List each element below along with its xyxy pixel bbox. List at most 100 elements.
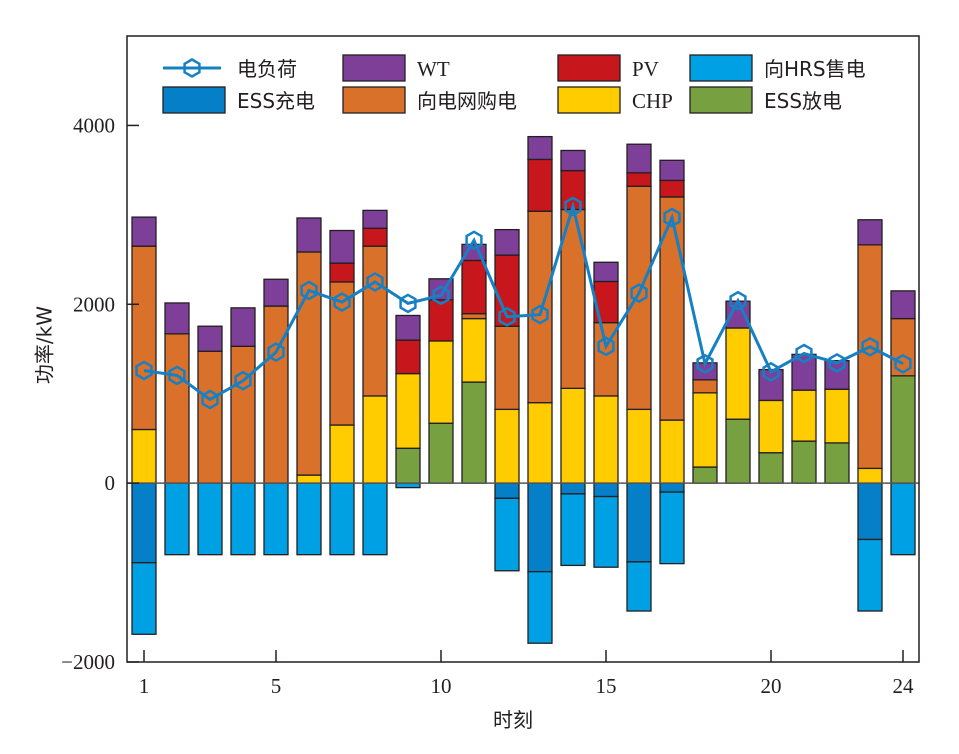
bar-segment-pv xyxy=(461,259,487,315)
x-tick-label: 1 xyxy=(139,674,150,698)
load-marker xyxy=(597,336,615,357)
legend-item-wt: WT xyxy=(342,54,450,82)
bar-segment-ess-discharge xyxy=(791,440,817,484)
y-tick-label: 4000 xyxy=(73,113,115,137)
bar-segment-ess-charge xyxy=(131,482,157,564)
load-marker xyxy=(861,336,879,357)
bar-segment-grid-buy xyxy=(362,245,388,397)
bar-segment-hrs-sell xyxy=(296,482,322,556)
legend-swatch xyxy=(557,54,621,82)
legend-swatch xyxy=(342,86,406,114)
x-tick-label: 10 xyxy=(431,674,452,698)
bar-segment-chp xyxy=(527,402,553,484)
bar-segment-pv xyxy=(395,339,421,375)
bar-segment-ess-charge xyxy=(857,482,883,541)
bar-segment-pv xyxy=(362,227,388,247)
bar-segment-pv xyxy=(329,262,355,283)
legend-label: PV xyxy=(632,57,659,81)
legend-item-grid-buy: 向电网购电 xyxy=(342,86,517,114)
bar-segment-chp xyxy=(560,387,586,484)
bar-segment-wt xyxy=(230,307,256,347)
load-marker xyxy=(762,361,780,382)
load-marker xyxy=(168,365,186,386)
bar-segment-ess-discharge xyxy=(395,447,421,484)
bar-segment-wt xyxy=(527,135,553,161)
legend-item-chp: CHP xyxy=(557,86,673,114)
legend-swatch xyxy=(342,54,406,82)
legend-label: 向HRS售电 xyxy=(764,57,866,81)
bar-segment-chp xyxy=(659,419,685,484)
bar-segment-hrs-sell xyxy=(164,482,190,556)
bar-segment-hrs-sell xyxy=(329,482,355,556)
bar-segment-grid-buy xyxy=(164,333,190,484)
y-tick-label: 2000 xyxy=(73,292,115,316)
bar-segment-wt xyxy=(560,149,586,172)
bar-segment-grid-buy xyxy=(230,345,256,484)
bar-segment-wt xyxy=(659,159,685,182)
bar-segment-chp xyxy=(791,389,817,442)
bar-segment-wt xyxy=(626,143,652,174)
bar-segment-pv xyxy=(428,299,454,342)
legend-item-ess-discharge: ESS放电 xyxy=(689,86,842,114)
legend-label: WT xyxy=(417,57,450,81)
bar-segment-chp xyxy=(758,399,784,454)
load-marker xyxy=(234,370,252,391)
bar-segment-ess-discharge xyxy=(725,418,751,484)
bar-segment-grid-buy xyxy=(197,350,223,484)
plot-frame xyxy=(126,35,920,663)
x-tick-label: 24 xyxy=(893,674,915,698)
bar-segment-chp xyxy=(725,327,751,420)
bar-segment-wt xyxy=(131,216,157,247)
bar-segment-hrs-sell xyxy=(890,482,916,556)
bar-segment-chp xyxy=(593,395,619,484)
load-marker xyxy=(729,290,747,311)
load-marker xyxy=(630,283,648,304)
bar-segment-wt xyxy=(791,353,817,391)
legend-item-load: 电负荷 xyxy=(163,57,297,81)
bar-segment-chp xyxy=(857,467,883,484)
bar-segment-hrs-sell xyxy=(230,482,256,556)
bar-segment-chp xyxy=(296,474,322,484)
bar-segment-wt xyxy=(395,314,421,341)
bar-segment-pv xyxy=(527,158,553,212)
load-marker xyxy=(828,352,846,373)
bar-segment-chp xyxy=(362,395,388,484)
load-marker xyxy=(465,230,483,251)
bar-segment-chp xyxy=(626,408,652,484)
legend-hexagon-marker-icon xyxy=(183,58,201,78)
load-marker xyxy=(531,304,549,325)
bar-segment-wt xyxy=(890,290,916,320)
legend-label: 电负荷 xyxy=(237,57,297,81)
bar-segment-hrs-sell xyxy=(494,497,520,572)
load-line xyxy=(143,200,904,402)
legend-item-pv: PV xyxy=(557,54,659,82)
bar-segment-pv xyxy=(626,172,652,187)
bar-segment-ess-charge xyxy=(494,482,520,499)
bar-segment-hrs-sell xyxy=(659,491,685,565)
load-marker xyxy=(795,343,813,364)
bar-segment-wt xyxy=(593,261,619,283)
legend-label: ESS充电 xyxy=(237,89,315,113)
legend-label: ESS放电 xyxy=(764,89,842,113)
bar-segment-ess-charge xyxy=(527,482,553,573)
load-marker xyxy=(201,389,219,410)
y-tick-label: −2000 xyxy=(61,650,115,674)
legend-item-ess-charge: ESS充电 xyxy=(162,86,315,114)
bar-segment-wt xyxy=(362,209,388,229)
bar-segment-ess-discharge xyxy=(428,422,454,484)
legend-swatch xyxy=(557,86,621,114)
bar-segment-grid-buy xyxy=(461,313,487,320)
bar-segment-grid-buy xyxy=(131,245,157,431)
bar-segment-ess-discharge xyxy=(890,375,916,484)
bar-segment-grid-buy xyxy=(659,196,685,421)
bar-segment-wt xyxy=(197,325,223,352)
x-tick-label: 15 xyxy=(596,674,617,698)
bar-segment-hrs-sell xyxy=(560,493,586,567)
load-marker xyxy=(498,306,516,327)
legend-swatch xyxy=(689,54,753,82)
load-marker xyxy=(432,285,450,306)
x-axis-title: 时刻 xyxy=(493,708,533,732)
bar-segment-wt xyxy=(857,219,883,246)
bar-segment-hrs-sell xyxy=(197,482,223,556)
